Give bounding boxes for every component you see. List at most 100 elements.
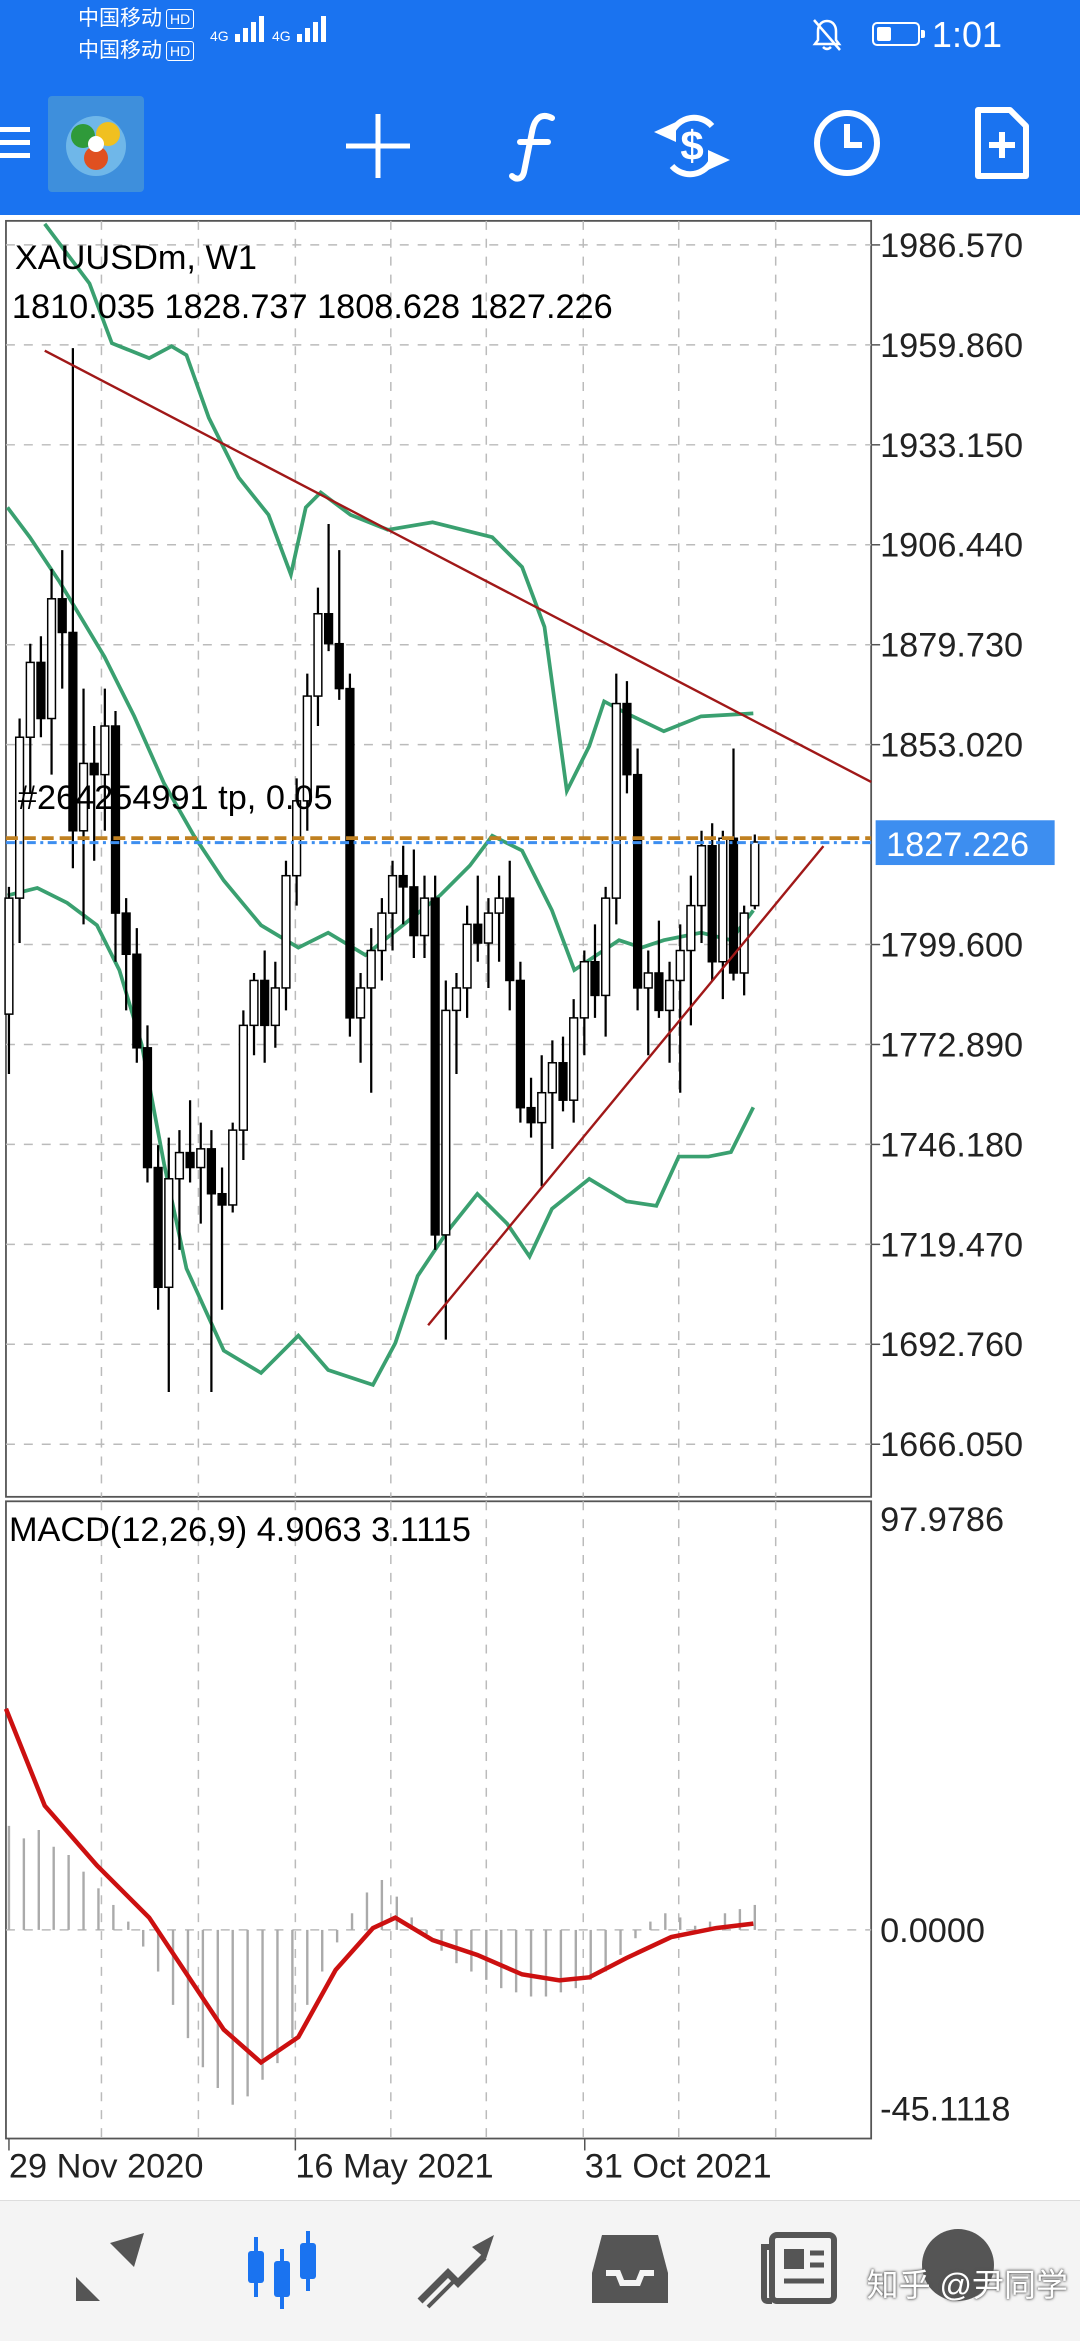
candle-body xyxy=(345,687,355,1019)
candle xyxy=(196,1122,206,1224)
candle xyxy=(334,550,344,700)
price-tick-label: 1879.730 xyxy=(880,627,1023,665)
trade-icon[interactable]: $ xyxy=(650,110,734,182)
candle-body xyxy=(323,613,334,645)
new-order-icon[interactable] xyxy=(974,106,1030,180)
macd-signal-line xyxy=(3,1707,754,2066)
clock-time: 1:01 xyxy=(931,14,1002,55)
candle xyxy=(686,875,696,1026)
carrier-1: 中国移动 HD xyxy=(78,6,195,32)
bottom-navigation xyxy=(0,2200,1080,2341)
resistance-trendline xyxy=(44,349,872,784)
candle xyxy=(526,1077,536,1138)
candle-body xyxy=(153,1166,163,1289)
candle-body xyxy=(4,897,14,1015)
candle-body xyxy=(483,912,494,944)
macd-label: MACD(12,26,9) 4.9063 3.1115 xyxy=(8,1511,471,1550)
messages-avatar-icon[interactable] xyxy=(920,2227,996,2303)
candle xyxy=(270,961,280,1048)
candle-body xyxy=(537,1091,547,1124)
candle xyxy=(419,875,430,959)
chart-area[interactable]: 1986.570 1959.860 1933.150 1906.440 1879.730… xyxy=(0,215,1080,2185)
candle xyxy=(398,845,408,925)
price-panel-border xyxy=(5,219,873,1498)
date-tick-label: 16 May 2021 xyxy=(295,2147,493,2185)
candle xyxy=(622,681,632,794)
indicators-icon[interactable] xyxy=(508,110,564,182)
history-inbox-icon[interactable] xyxy=(588,2227,672,2311)
candle xyxy=(675,924,685,1093)
candle-body xyxy=(686,904,696,952)
candle xyxy=(345,673,355,1037)
candle xyxy=(57,550,67,689)
candle xyxy=(664,961,675,1063)
candle-body xyxy=(569,1017,579,1101)
candle-body xyxy=(654,972,664,1012)
metatrader-logo[interactable] xyxy=(48,96,144,192)
candle-body xyxy=(249,979,259,1027)
current-price-tag xyxy=(875,820,1055,866)
candle-body xyxy=(398,874,408,888)
candle-body xyxy=(750,841,760,907)
price-tick-label: 1666.050 xyxy=(880,1426,1023,1464)
candle xyxy=(632,748,643,1011)
candle xyxy=(473,875,483,962)
candle-body xyxy=(100,725,110,776)
candle-body xyxy=(355,987,366,1019)
candle-body xyxy=(164,1178,174,1289)
news-icon[interactable] xyxy=(760,2227,840,2307)
candle xyxy=(483,898,494,988)
candle-body xyxy=(25,661,35,738)
timeframe-clock-icon[interactable] xyxy=(812,108,882,178)
watermark: 知乎 @尹同学 xyxy=(866,2267,1068,2303)
support-trendline xyxy=(427,845,825,1326)
candle-body xyxy=(78,762,89,832)
candle xyxy=(654,920,664,1018)
candle-body xyxy=(68,631,78,832)
candle xyxy=(750,834,760,910)
candle xyxy=(302,673,312,831)
macd-tick-label: 0.0000 xyxy=(880,1912,985,1950)
candle-body xyxy=(196,1148,206,1169)
candle-body xyxy=(238,1024,248,1131)
price-tick-label: 1906.440 xyxy=(880,527,1023,565)
candle xyxy=(228,1122,238,1213)
crosshair-icon[interactable] xyxy=(344,112,412,180)
candle-body xyxy=(217,1192,227,1206)
candle xyxy=(537,1055,547,1187)
candle-body xyxy=(494,897,504,914)
trade-chart-icon[interactable] xyxy=(414,2227,498,2311)
candle-body xyxy=(601,897,611,997)
price-tick-label: 1959.860 xyxy=(880,327,1023,365)
candle-body xyxy=(334,642,344,690)
candle xyxy=(36,636,46,738)
candle-body xyxy=(473,923,483,944)
candle xyxy=(217,1167,227,1310)
candle-body xyxy=(451,987,462,1012)
candle xyxy=(409,849,419,959)
candle xyxy=(739,905,749,996)
candle-body xyxy=(505,897,515,982)
candle xyxy=(174,1130,185,1250)
candle-body xyxy=(174,1151,185,1180)
candle-body xyxy=(206,1148,217,1195)
candle xyxy=(260,950,270,1063)
candle xyxy=(100,688,110,831)
price-tick-label: 1853.020 xyxy=(880,727,1023,765)
candle xyxy=(590,924,600,1018)
candle-body xyxy=(57,598,67,634)
candle-body xyxy=(142,1047,153,1169)
menu-icon[interactable] xyxy=(0,125,32,161)
carrier-2: 中国移动 HD xyxy=(78,38,195,64)
top-toolbar: $ xyxy=(0,70,1080,215)
candle xyxy=(281,860,291,1011)
candle-body xyxy=(675,949,685,982)
candle-body xyxy=(558,1062,568,1101)
candle xyxy=(696,830,707,944)
chart-candles-icon[interactable] xyxy=(240,2227,324,2311)
quotes-arrows-icon[interactable] xyxy=(70,2227,150,2307)
candle xyxy=(355,972,366,1063)
candle xyxy=(569,999,579,1123)
candle xyxy=(611,673,621,925)
